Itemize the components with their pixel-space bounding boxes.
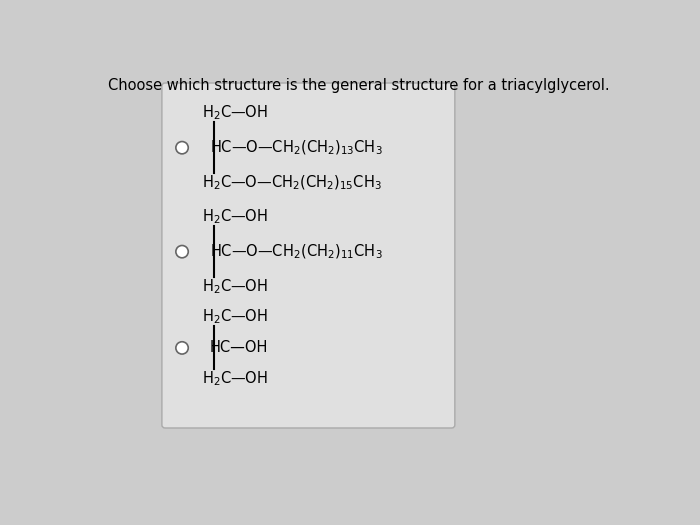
Circle shape [176,142,188,154]
Text: H$_2$C—OH: H$_2$C—OH [202,277,268,296]
Circle shape [176,246,188,258]
Text: HC—O—CH$_2$(CH$_2$)$_{13}$CH$_3$: HC—O—CH$_2$(CH$_2$)$_{13}$CH$_3$ [210,139,383,157]
Text: H$_2$C—OH: H$_2$C—OH [202,370,268,388]
Circle shape [176,342,188,354]
Text: H$_2$C—OH: H$_2$C—OH [202,104,268,122]
Text: H$_2$C—OH: H$_2$C—OH [202,208,268,226]
Text: HC—OH: HC—OH [210,340,268,355]
Text: H$_2$C—O—CH$_2$(CH$_2$)$_{15}$CH$_3$: H$_2$C—O—CH$_2$(CH$_2$)$_{15}$CH$_3$ [202,173,382,192]
Text: HC—O—CH$_2$(CH$_2$)$_{11}$CH$_3$: HC—O—CH$_2$(CH$_2$)$_{11}$CH$_3$ [210,243,383,261]
Text: H$_2$C—OH: H$_2$C—OH [202,308,268,327]
FancyBboxPatch shape [162,83,455,428]
Text: Choose which structure is the general structure for a triacylglycerol.: Choose which structure is the general st… [108,78,610,93]
